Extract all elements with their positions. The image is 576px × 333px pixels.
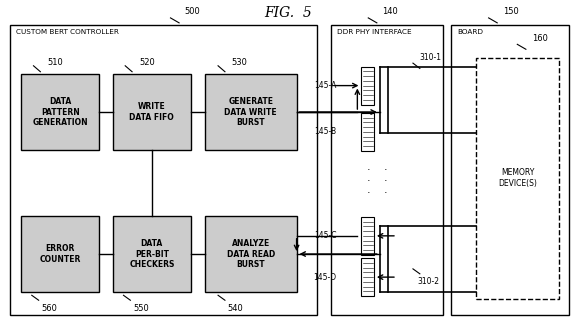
Text: 160: 160	[532, 34, 548, 43]
Text: ANALYZE
DATA READ
BURST: ANALYZE DATA READ BURST	[226, 239, 275, 269]
Bar	[21, 74, 99, 150]
Text: 145-A: 145-A	[314, 81, 337, 90]
Bar	[10, 25, 317, 315]
Bar	[331, 25, 443, 315]
Bar	[205, 74, 297, 150]
Text: 145-B: 145-B	[314, 127, 337, 136]
Text: DATA
PATTERN
GENERATION: DATA PATTERN GENERATION	[32, 97, 88, 127]
Bar	[113, 74, 191, 150]
Text: 310-1: 310-1	[420, 54, 442, 63]
Text: 560: 560	[41, 304, 58, 313]
Text: ERROR
COUNTER: ERROR COUNTER	[40, 244, 81, 264]
Bar	[205, 216, 297, 292]
Text: ·
·
·: · · ·	[384, 165, 387, 198]
Text: 145-C: 145-C	[314, 231, 337, 240]
Text: WRITE
DATA FIFO: WRITE DATA FIFO	[130, 102, 174, 122]
Text: 310-2: 310-2	[417, 277, 439, 286]
Text: 520: 520	[139, 58, 155, 67]
Text: FIG.  5: FIG. 5	[264, 6, 312, 20]
Bar	[452, 25, 569, 315]
Text: 500: 500	[185, 7, 200, 16]
Bar	[361, 217, 374, 255]
Text: 510: 510	[47, 58, 63, 67]
Text: 550: 550	[133, 304, 149, 313]
Bar	[21, 216, 99, 292]
Text: DDR PHY INTERFACE: DDR PHY INTERFACE	[337, 29, 411, 35]
Text: 145-D: 145-D	[313, 273, 337, 282]
Text: DATA
PER-BIT
CHECKERS: DATA PER-BIT CHECKERS	[129, 239, 175, 269]
Text: BOARD: BOARD	[457, 29, 483, 35]
Bar	[113, 216, 191, 292]
Text: CUSTOM BERT CONTROLLER: CUSTOM BERT CONTROLLER	[16, 29, 119, 35]
Text: 150: 150	[503, 7, 519, 16]
Text: MEMORY
DEVICE(S): MEMORY DEVICE(S)	[498, 168, 537, 188]
Bar	[361, 67, 374, 105]
Text: ·
·
·: · · ·	[366, 165, 370, 198]
Text: 540: 540	[228, 304, 244, 313]
Text: 140: 140	[382, 7, 399, 16]
Bar	[476, 58, 559, 299]
Bar	[361, 113, 374, 151]
Bar	[361, 258, 374, 296]
Text: 530: 530	[232, 58, 248, 67]
Text: GENERATE
DATA WRITE
BURST: GENERATE DATA WRITE BURST	[225, 97, 277, 127]
